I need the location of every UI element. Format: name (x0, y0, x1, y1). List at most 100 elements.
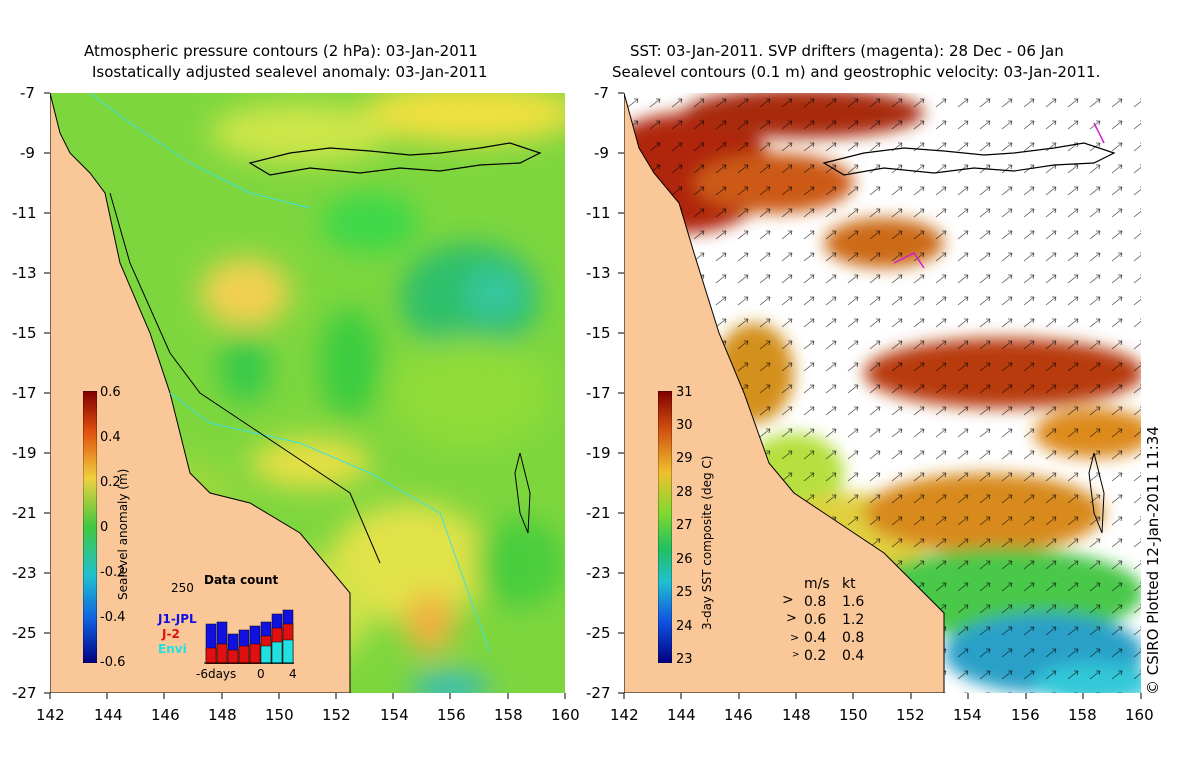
bathymetry-contour (89, 93, 311, 209)
velocity-legend-ms: 0.8 (804, 594, 827, 610)
australia-land (50, 93, 351, 693)
velocity-arrow-icon: > (782, 592, 794, 608)
x-tick: 150 (265, 706, 294, 724)
colorbar-tick: 29 (676, 451, 693, 466)
velocity-legend-kt: 0.4 (842, 648, 865, 664)
png-coast (248, 142, 542, 176)
sealevel-anomaly-map (50, 93, 565, 693)
x-tick: 156 (1011, 706, 1040, 724)
y-tick: -9 (594, 144, 609, 162)
y-tick: -11 (586, 204, 611, 222)
velocity-legend-ms: 0.6 (804, 612, 827, 628)
right-title-line2: Sealevel contours (0.1 m) and geostrophi… (612, 63, 1101, 81)
x-tick: 144 (94, 706, 123, 724)
y-tick: -11 (12, 204, 37, 222)
x-tick: 154 (953, 706, 982, 724)
data-count-x-label: 4 (289, 667, 297, 681)
x-tick: 142 (610, 706, 639, 724)
velocity-header-kt: kt (842, 576, 856, 592)
x-tick: 154 (380, 706, 409, 724)
left-title-line1: Atmospheric pressure contours (2 hPa): 0… (84, 42, 478, 60)
data-count-x-label: 0 (257, 667, 265, 681)
x-tick: 156 (437, 706, 466, 724)
sst-colorbar (658, 391, 672, 663)
y-tick: -25 (586, 624, 611, 642)
y-tick: -21 (12, 504, 37, 522)
y-tick: -15 (586, 324, 611, 342)
y-tick: -19 (12, 444, 37, 462)
x-tick: 158 (1068, 706, 1097, 724)
velocity-legend-kt: 1.6 (842, 594, 865, 610)
colorbar-tick: -0.2 (100, 565, 126, 580)
y-tick: -19 (586, 444, 611, 462)
velocity-header-ms: m/s (804, 576, 830, 592)
colorbar-tick: 30 (676, 418, 693, 433)
x-tick: 148 (782, 706, 811, 724)
colorbar-tick: 23 (676, 652, 693, 667)
data-count-histogram (204, 609, 294, 664)
colorbar-tick: -0.4 (100, 610, 126, 625)
colorbar-tick: 24 (676, 619, 693, 634)
y-tick: -13 (12, 264, 37, 282)
colorbar-tick: 27 (676, 518, 693, 533)
y-tick: -17 (12, 384, 37, 402)
credit-text: © CSIRO Plotted 12-Jan-2011 11:34 (1144, 426, 1162, 695)
colorbar-tick: -0.6 (100, 655, 126, 670)
australia-land (624, 93, 945, 693)
anomaly-colorbar (83, 391, 97, 663)
drifter-tracks (893, 122, 1105, 269)
colorbar-tick: 0.4 (100, 430, 121, 445)
y-tick: -23 (12, 564, 37, 582)
velocity-arrow-icon: > (786, 611, 797, 626)
right-title-line1: SST: 03-Jan-2011. SVP drifters (magenta)… (630, 42, 1064, 60)
x-tick: 144 (667, 706, 696, 724)
colorbar-tick: 26 (676, 552, 693, 567)
y-tick: -7 (20, 84, 35, 102)
y-tick: -7 (594, 84, 609, 102)
y-tick: -27 (12, 684, 37, 702)
y-tick: -21 (586, 504, 611, 522)
series-label-envi: Envi (158, 642, 187, 656)
x-tick: 160 (551, 706, 580, 724)
x-tick: 142 (36, 706, 65, 724)
new-caledonia (514, 452, 531, 534)
x-tick: 152 (896, 706, 925, 724)
y-tick: -15 (12, 324, 37, 342)
velocity-legend-ms: 0.2 (804, 648, 827, 664)
velocity-legend-kt: 0.8 (842, 630, 865, 646)
y-tick: -27 (586, 684, 611, 702)
x-tick: 146 (151, 706, 180, 724)
colorbar-label: Sealevel anomaly (m) (116, 468, 130, 600)
x-tick: 158 (494, 706, 523, 724)
y-tick: -13 (586, 264, 611, 282)
data-count-title: Data count (204, 573, 279, 587)
sst-map (624, 93, 1141, 693)
y-tick: -23 (586, 564, 611, 582)
data-count-x-label: -6days (196, 667, 237, 681)
x-tick: 152 (322, 706, 351, 724)
series-label-j1: J1-JPL (158, 612, 197, 626)
x-tick: 148 (208, 706, 237, 724)
colorbar-tick: 0 (100, 520, 109, 535)
x-tick: 150 (839, 706, 868, 724)
y-tick: -25 (12, 624, 37, 642)
velocity-legend-kt: 1.2 (842, 612, 865, 628)
left-title-line2: Isostatically adjusted sealevel anomaly:… (92, 63, 488, 81)
colorbar-tick: 0.6 (100, 385, 121, 400)
velocity-arrow-icon: > (790, 631, 800, 644)
x-tick: 160 (1125, 706, 1154, 724)
png-coast (822, 142, 1116, 176)
colorbar-tick: 31 (676, 385, 693, 400)
velocity-arrow-icon: > (792, 650, 800, 660)
data-count-max: 250 (171, 581, 194, 595)
y-tick: -9 (20, 144, 35, 162)
colorbar-tick: 28 (676, 485, 693, 500)
colorbar-tick: 0.2 (100, 475, 121, 490)
colorbar-tick: 25 (676, 585, 693, 600)
colorbar-label: 3-day SST composite (deg C) (700, 455, 714, 630)
x-tick: 146 (724, 706, 753, 724)
anomaly-field (120, 93, 565, 693)
velocity-legend-ms: 0.4 (804, 630, 827, 646)
new-caledonia (1088, 452, 1105, 534)
series-label-j2: J-2 (162, 627, 180, 641)
